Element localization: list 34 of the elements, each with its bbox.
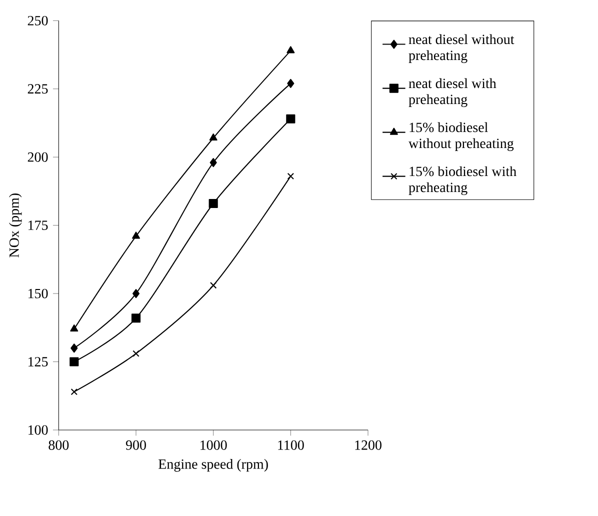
legend-label: neat diesel without preheating [408, 34, 514, 63]
x-axis-title: Engine speed (rpm) [158, 459, 268, 472]
y-tick-label: 150 [28, 288, 48, 298]
point [70, 357, 79, 366]
point [70, 324, 78, 332]
y-tick-label: 100 [28, 425, 48, 435]
point [286, 114, 296, 124]
x-tick-label: 1000 [200, 440, 227, 450]
point [131, 314, 141, 323]
point [209, 133, 218, 141]
point [287, 172, 294, 180]
y-tick-label: 200 [28, 152, 48, 162]
legend-label: 15% biodiesel with preheating [408, 166, 516, 196]
point [70, 344, 78, 353]
point [210, 158, 217, 168]
x-tick-label: 800 [48, 440, 69, 450]
point [210, 282, 217, 289]
x-tick-label: 1100 [278, 440, 304, 450]
y-tick-label: 125 [28, 357, 48, 366]
y-tick-label: 175 [28, 220, 48, 230]
y-axis-title: NOx (ppm) [9, 194, 22, 258]
point [132, 289, 140, 298]
point [132, 350, 140, 357]
point [208, 198, 218, 208]
point [287, 78, 294, 88]
x-tick-label: 1200 [355, 440, 382, 450]
point [286, 46, 295, 54]
point [132, 232, 140, 239]
legend-label: 15% biodiesel without preheating [408, 122, 514, 152]
legend-label: neat diesel with preheating [408, 78, 496, 107]
x-tick-label: 900 [126, 440, 146, 450]
y-tick-label: 225 [28, 84, 48, 94]
point [70, 388, 78, 396]
y-tick-label: 250 [28, 16, 48, 26]
